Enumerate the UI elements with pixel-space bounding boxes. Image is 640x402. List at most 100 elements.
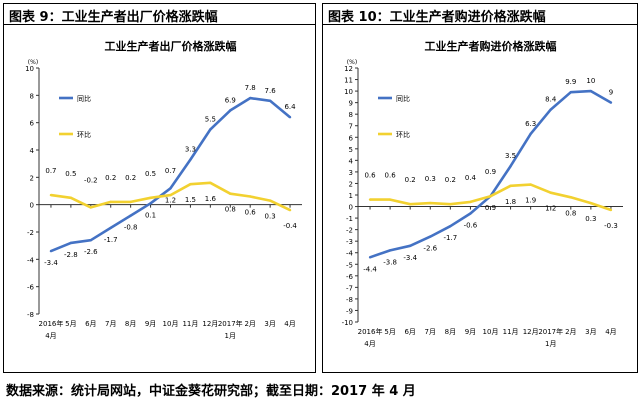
data-label-yoy: -3.4 [403, 254, 417, 262]
chart-header-right: 图表 10：工业生产者购进价格涨跌幅 [323, 4, 637, 25]
y-tick-label: 6 [349, 134, 354, 142]
data-point [69, 196, 73, 200]
y-tick-label: 0 [30, 202, 34, 210]
data-label-yoy: 8.4 [545, 96, 557, 104]
data-label-yoy: 7.6 [265, 87, 277, 95]
data-label-mom: 0.2 [125, 174, 136, 182]
y-tick-label: 1 [349, 192, 353, 200]
x-tick-sublabel: 4月 [364, 340, 375, 348]
data-point [169, 193, 172, 197]
data-label-yoy: 5.5 [205, 116, 216, 124]
x-tick-label: 2016年 [358, 327, 383, 336]
data-point [408, 203, 412, 206]
data-label-mom: 0.7 [45, 167, 56, 175]
data-label-yoy: -2.6 [423, 245, 437, 253]
data-point [529, 183, 532, 186]
data-point [248, 96, 252, 100]
x-tick-label: 8月 [445, 328, 456, 336]
data-point [288, 116, 292, 119]
data-point [408, 244, 412, 247]
data-point [129, 214, 132, 217]
data-label-mom: -0.2 [84, 177, 98, 185]
y-tick-label: -7 [346, 284, 353, 292]
x-tick-label: 6月 [85, 320, 96, 328]
data-point [469, 212, 472, 215]
data-label-yoy: 9 [609, 89, 613, 97]
y-tick-label: 4 [30, 147, 35, 155]
legend-label: 环比 [396, 130, 410, 139]
y-tick-label: -9 [346, 307, 353, 315]
y-tick-label: 10 [25, 65, 34, 73]
data-point [549, 108, 552, 111]
x-tick-label: 3月 [585, 328, 596, 336]
chart-title: 工业生产者出厂价格涨跌幅 [105, 39, 237, 53]
chart-header-left-text: 图表 9：工业生产者出厂价格涨跌幅 [9, 10, 218, 25]
x-tick-label: 12月 [202, 320, 218, 328]
data-point [609, 208, 613, 212]
data-point [49, 193, 53, 197]
data-point [388, 249, 392, 252]
data-label-yoy: 1.2 [165, 196, 176, 204]
x-tick-label: 2月 [565, 328, 576, 336]
data-point [89, 239, 93, 242]
data-point [268, 99, 272, 103]
data-label-mom: 0.2 [405, 176, 416, 184]
y-tick-label: 12 [344, 65, 353, 73]
data-point [229, 192, 232, 195]
data-label-yoy: 9.9 [565, 78, 576, 86]
x-tick-label: 5月 [384, 328, 395, 336]
x-tick-sublabel: 4月 [45, 332, 56, 340]
y-tick-label: 2 [349, 180, 353, 188]
data-point [49, 249, 53, 253]
y-tick-label: 7 [349, 123, 353, 131]
y-tick-label: -8 [346, 296, 353, 304]
y-tick-label: 8 [349, 111, 353, 119]
data-point [449, 203, 452, 206]
data-label-mom: 0.3 [585, 215, 596, 223]
data-label-mom: 0.6 [245, 208, 257, 216]
data-point [469, 200, 472, 204]
data-point [189, 158, 192, 161]
y-tick-label: -4 [27, 256, 35, 264]
y-tick-label: -6 [346, 273, 354, 281]
data-label-yoy: 10 [586, 77, 595, 85]
data-label-mom: 1.2 [545, 205, 556, 213]
data-point [509, 164, 512, 168]
x-tick-label: 9月 [145, 320, 156, 328]
data-label-mom: 1.9 [525, 197, 536, 205]
y-tick-label: -4 [346, 250, 354, 258]
x-tick-label: 8月 [125, 320, 136, 328]
y-tick-label: 2 [30, 174, 34, 182]
data-point [109, 200, 112, 204]
y-tick-label: 8 [30, 92, 34, 100]
y-tick-label: 4 [349, 157, 354, 165]
data-label-mom: 0.5 [145, 170, 156, 178]
data-label-mom: 0.7 [165, 167, 176, 175]
data-label-mom: 0.4 [465, 174, 477, 182]
data-point [509, 184, 512, 187]
data-point [569, 196, 573, 199]
data-label-mom: 0.6 [364, 172, 376, 180]
data-label-yoy: 0.1 [145, 211, 156, 219]
y-unit-label: (%) [347, 59, 357, 66]
y-tick-label: 3 [349, 169, 353, 177]
data-label-yoy: -2.8 [64, 251, 78, 259]
data-label-yoy: 3.5 [505, 152, 516, 160]
data-point [609, 101, 613, 104]
y-tick-label: -3 [346, 238, 353, 246]
data-point [429, 235, 432, 238]
data-label-mom: 0.5 [65, 170, 76, 178]
chart-header-left: 图表 9：工业生产者出厂价格涨跌幅 [4, 4, 315, 25]
data-label-mom: -0.3 [604, 222, 618, 230]
data-label-mom: 0.3 [425, 175, 436, 183]
data-point [268, 199, 272, 202]
data-label-yoy: 6.4 [284, 103, 296, 111]
x-tick-label: 4月 [605, 328, 616, 336]
y-tick-label: -2 [27, 229, 34, 237]
data-label-mom: 1.8 [505, 198, 516, 206]
data-label-yoy: -1.7 [104, 236, 118, 244]
x-tick-label: 10月 [163, 320, 179, 328]
data-label-mom: 0.3 [265, 213, 276, 221]
y-tick-label: -10 [342, 319, 353, 327]
data-point [189, 182, 192, 186]
